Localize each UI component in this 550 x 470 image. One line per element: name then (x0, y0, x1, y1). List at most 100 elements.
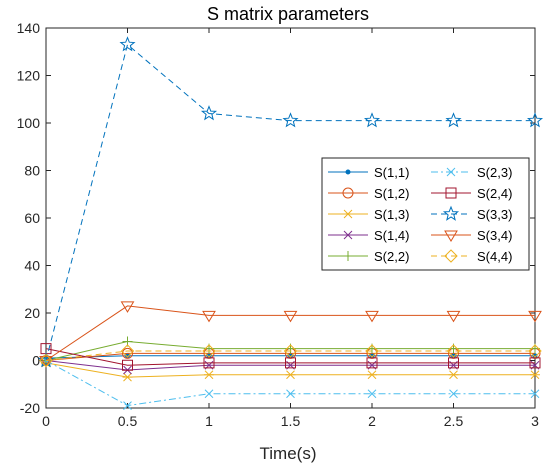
triangle-down-marker (39, 356, 53, 368)
data-point (204, 389, 214, 399)
square-marker (529, 357, 541, 369)
series-line (45, 305, 535, 361)
diamond-marker (283, 344, 298, 358)
data-point (365, 344, 379, 358)
square-marker (285, 357, 296, 369)
y-tick-label: 20 (24, 305, 40, 321)
legend-item: S(1,4) (328, 228, 409, 243)
data-point (528, 310, 542, 323)
legend-label: S(1,1) (374, 165, 409, 180)
pentagram-marker (363, 112, 381, 128)
square-marker (448, 357, 459, 369)
data-point (120, 344, 135, 358)
legend-label: S(4,4) (477, 249, 512, 264)
x-tick-label: 2.5 (444, 413, 464, 429)
legend-label: S(1,4) (374, 228, 409, 243)
legend-item: S(1,2) (328, 186, 409, 201)
data-point (123, 401, 132, 410)
x-tick-label: 1 (205, 413, 213, 429)
legend: S(1,1) S(1,2) S(1,3) S(1,4) S(2,2) S(2,3) S(2,… (321, 157, 530, 271)
legend-item: S(1,3) (328, 207, 409, 222)
data-point (119, 36, 136, 52)
y-tick-label: 40 (24, 258, 40, 274)
asterisk-marker (367, 370, 377, 380)
x-marker (367, 389, 377, 399)
legend-item: S(1,1) (328, 165, 409, 180)
data-point (283, 310, 298, 323)
data-point (202, 310, 216, 323)
data-point (285, 370, 296, 380)
data-point (343, 230, 353, 240)
legend-item: S(3,4) (431, 228, 512, 243)
square-marker (203, 357, 215, 369)
x-marker (343, 230, 353, 240)
y-tick-label: 120 (17, 68, 41, 84)
square-marker (122, 359, 133, 371)
triangle-down-marker (120, 301, 135, 313)
x-axis-label: Time(s) (260, 444, 317, 463)
x-tick-label: 3 (531, 413, 539, 429)
data-point (365, 310, 379, 323)
data-point (444, 249, 458, 263)
series-s-2-4 (40, 343, 541, 371)
data-point (39, 353, 53, 368)
data-point (526, 112, 544, 128)
x-marker (530, 389, 540, 399)
diamond-marker (528, 344, 542, 358)
triangle-down-marker (528, 310, 542, 323)
data-point (282, 112, 299, 128)
triangle-down-marker (446, 310, 461, 323)
asterisk-marker (449, 370, 458, 380)
point-marker (345, 169, 351, 175)
diamond-marker (120, 344, 135, 358)
data-point (442, 205, 460, 221)
data-point (283, 344, 298, 358)
y-tick-label: 140 (17, 20, 41, 36)
data-point (446, 310, 461, 323)
data-point (530, 389, 540, 399)
x-marker (446, 167, 456, 177)
data-point (342, 187, 354, 199)
data-point (39, 356, 53, 368)
data-point (448, 370, 459, 380)
x-marker (123, 401, 132, 410)
asterisk-marker (123, 372, 132, 382)
diamond-marker (39, 353, 53, 368)
asterisk-marker (204, 370, 214, 380)
data-point (120, 301, 135, 313)
data-point (203, 357, 215, 369)
legend-item: S(3,3) (431, 205, 512, 222)
legend-item: S(2,2) (328, 249, 409, 264)
data-point (367, 370, 377, 380)
square-marker (445, 187, 457, 199)
series-line (45, 348, 535, 366)
pentagram-marker (526, 112, 544, 128)
asterisk-marker (286, 370, 295, 380)
data-point (445, 112, 462, 128)
pentagram-marker (442, 205, 460, 221)
data-point (122, 347, 133, 359)
diamond-marker (446, 344, 461, 358)
data-point (343, 209, 353, 219)
data-point (530, 370, 540, 380)
legend-label: S(1,2) (374, 186, 409, 201)
x-tick-label: 1.5 (281, 413, 301, 429)
data-point (367, 389, 377, 399)
legend-label: S(2,2) (374, 249, 409, 264)
x-marker (286, 389, 295, 399)
series-line (45, 43, 535, 361)
asterisk-marker (343, 209, 353, 219)
y-tick-label: 80 (24, 163, 40, 179)
data-point (448, 357, 459, 369)
series-line (45, 350, 535, 361)
x-tick-label: 2 (368, 413, 376, 429)
legend-label: S(3,4) (477, 228, 512, 243)
legend-label: S(2,3) (477, 165, 512, 180)
data-point (363, 112, 381, 128)
series-s-4-4 (39, 344, 542, 368)
triangle-down-marker (365, 310, 379, 323)
y-tick-label: 0 (32, 353, 40, 369)
x-tick-label: 0 (42, 413, 50, 429)
pentagram-marker (200, 105, 218, 121)
